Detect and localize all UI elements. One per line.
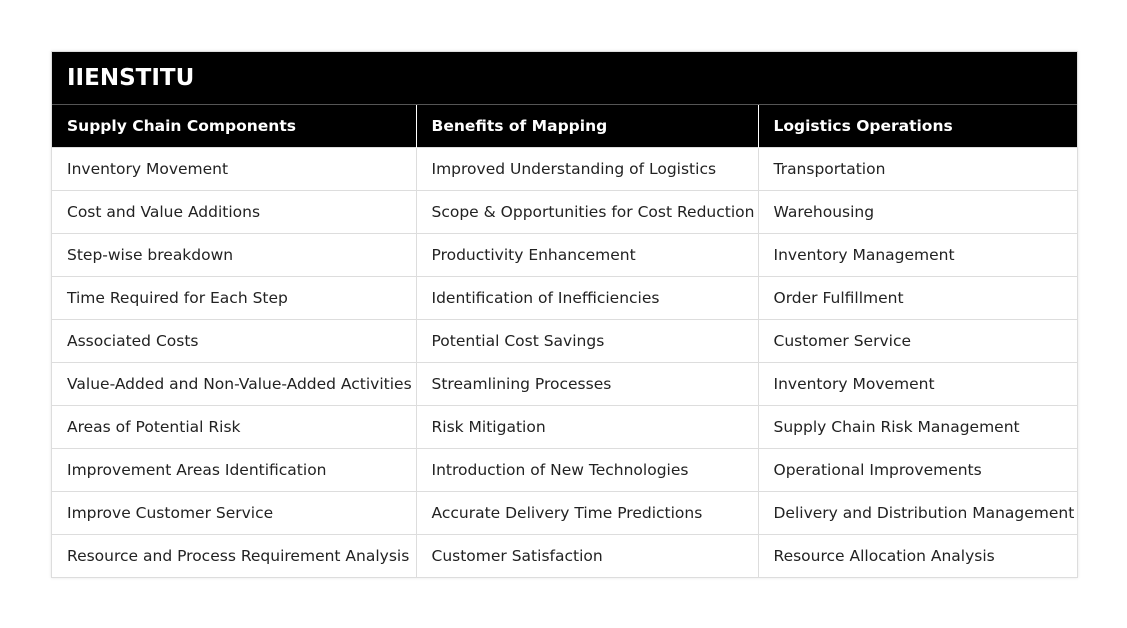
column-header: Benefits of Mapping bbox=[416, 105, 759, 148]
table-cell: Identification of Inefficiencies bbox=[416, 276, 759, 320]
table-cell: Order Fulfillment bbox=[758, 276, 1077, 320]
table-row: Inventory Movement Improved Understanding… bbox=[52, 147, 1077, 191]
table-row: Resource and Process Requirement Analysi… bbox=[52, 534, 1077, 577]
table-cell: Inventory Management bbox=[758, 233, 1077, 277]
table-cell: Supply Chain Risk Management bbox=[758, 405, 1077, 449]
table-title: IIENSTITU bbox=[52, 52, 1077, 105]
table-row: Value-Added and Non-Value-Added Activiti… bbox=[52, 362, 1077, 406]
table: Supply Chain Components Benefits of Mappi… bbox=[52, 105, 1077, 577]
table-cell: Warehousing bbox=[758, 190, 1077, 234]
table-cell: Transportation bbox=[758, 147, 1077, 191]
table-cell: Inventory Movement bbox=[758, 362, 1077, 406]
column-header: Supply Chain Components bbox=[52, 105, 417, 148]
table-cell: Customer Satisfaction bbox=[416, 534, 759, 577]
table-row: Improve Customer Service Accurate Deliver… bbox=[52, 491, 1077, 535]
table-cell: Streamlining Processes bbox=[416, 362, 759, 406]
table-cell: Resource Allocation Analysis bbox=[758, 534, 1077, 577]
column-header: Logistics Operations bbox=[758, 105, 1077, 148]
table-cell: Introduction of New Technologies bbox=[416, 448, 759, 492]
table-body: Inventory Movement Improved Understanding… bbox=[52, 147, 1077, 577]
table-cell: Time Required for Each Step bbox=[52, 276, 417, 320]
table-cell: Areas of Potential Risk bbox=[52, 405, 417, 449]
table-row: Time Required for Each Step Identificatio… bbox=[52, 276, 1077, 320]
table-cell: Scope & Opportunities for Cost Reduction bbox=[416, 190, 759, 234]
table-card: IIENSTITU Supply Chain Components Benefit… bbox=[51, 51, 1078, 578]
table-cell: Improved Understanding of Logistics bbox=[416, 147, 759, 191]
table-cell: Inventory Movement bbox=[52, 147, 417, 191]
table-row: Associated Costs Potential Cost Savings Cu… bbox=[52, 319, 1077, 363]
table-row: Cost and Value Additions Scope & Opportun… bbox=[52, 190, 1077, 234]
header-row: Supply Chain Components Benefits of Mappi… bbox=[52, 105, 1077, 148]
table-cell: Productivity Enhancement bbox=[416, 233, 759, 277]
table-cell: Improvement Areas Identification bbox=[52, 448, 417, 492]
table-cell: Resource and Process Requirement Analysi… bbox=[52, 534, 417, 577]
table-cell: Improve Customer Service bbox=[52, 491, 417, 535]
table-cell: Delivery and Distribution Management bbox=[758, 491, 1077, 535]
table-row: Areas of Potential Risk Risk Mitigation Su… bbox=[52, 405, 1077, 449]
table-row: Step-wise breakdown Productivity Enhancem… bbox=[52, 233, 1077, 277]
table-cell: Cost and Value Additions bbox=[52, 190, 417, 234]
table-cell: Step-wise breakdown bbox=[52, 233, 417, 277]
table-cell: Customer Service bbox=[758, 319, 1077, 363]
table-cell: Operational Improvements bbox=[758, 448, 1077, 492]
table-cell: Accurate Delivery Time Predictions bbox=[416, 491, 759, 535]
table-cell: Risk Mitigation bbox=[416, 405, 759, 449]
table-cell: Potential Cost Savings bbox=[416, 319, 759, 363]
table-cell: Value-Added and Non-Value-Added Activiti… bbox=[52, 362, 417, 406]
table-cell: Associated Costs bbox=[52, 319, 417, 363]
table-row: Improvement Areas Identification Introduc… bbox=[52, 448, 1077, 492]
